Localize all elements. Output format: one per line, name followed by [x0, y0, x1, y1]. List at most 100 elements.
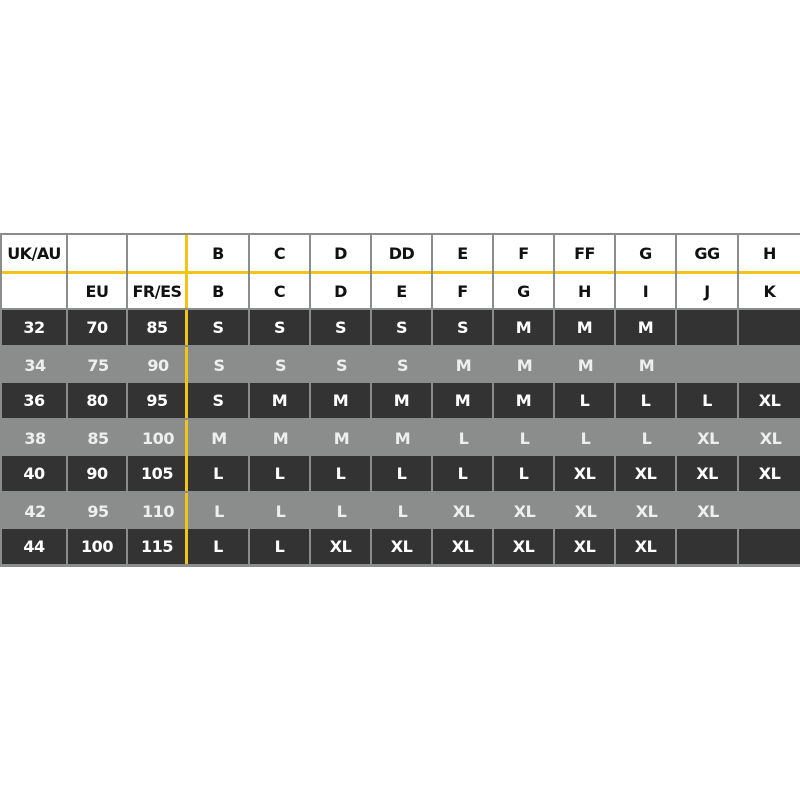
header-cell-eu: EU — [68, 274, 126, 308]
size-cell: L — [555, 383, 614, 418]
size-cell: L — [397, 501, 408, 521]
size-cell: L — [311, 456, 370, 491]
size-cell: M — [455, 355, 472, 375]
size-cell: M — [372, 383, 431, 418]
band-size-cell: 38 — [24, 428, 46, 448]
size-cell: L — [677, 383, 737, 418]
band-size-cell: 85 — [128, 310, 186, 345]
size-cell: XL — [574, 501, 597, 521]
size-cell: S — [311, 310, 370, 345]
header-cell-uk: DD — [372, 235, 431, 274]
size-cell: XL — [739, 456, 800, 491]
band-size-cell: 95 — [128, 383, 186, 418]
size-cell: M — [638, 355, 655, 375]
band-size-cell: 85 — [87, 428, 109, 448]
size-cell: L — [185, 493, 250, 529]
header-cell-uk: UK/AU — [2, 235, 66, 274]
header-cell-uk: E — [433, 235, 492, 274]
size-cell: L — [519, 428, 530, 448]
size-cell: XL — [555, 529, 614, 564]
header-cell-uk: F — [494, 235, 553, 274]
header-cell-eu: I — [616, 274, 675, 308]
header-cell-eu: E — [372, 274, 431, 308]
size-cell: L — [641, 428, 652, 448]
band-size-cell: 100 — [68, 529, 126, 564]
band-size-cell: 90 — [68, 456, 126, 491]
size-cell: L — [494, 456, 553, 491]
size-cell: M — [516, 355, 533, 375]
size-cell: M — [250, 383, 309, 418]
header-cell-uk: H — [739, 235, 800, 274]
size-cell: M — [494, 310, 553, 345]
header-cell-eu: G — [494, 274, 553, 308]
header-cell-eu: F — [433, 274, 492, 308]
size-cell: S — [396, 355, 409, 375]
size-cell: S — [335, 355, 348, 375]
size-cell — [677, 347, 739, 383]
header-cell-uk: FF — [555, 235, 614, 274]
size-cell: L — [250, 529, 309, 564]
size-cell: L — [185, 456, 248, 491]
size-cell — [739, 529, 800, 564]
header-cell-uk: D — [311, 235, 370, 274]
size-cell: L — [372, 456, 431, 491]
header-cell-eu: K — [739, 274, 800, 308]
header-cell-uk — [68, 235, 126, 274]
size-cell: M — [272, 428, 289, 448]
size-cell: M — [185, 420, 250, 456]
band-size-cell: 100 — [142, 428, 174, 448]
size-cell: M — [577, 355, 594, 375]
band-size-cell: 80 — [68, 383, 126, 418]
header-cell-eu: C — [250, 274, 309, 308]
size-cell — [677, 310, 737, 345]
header-cell-eu — [2, 274, 66, 308]
size-cell: XL — [759, 428, 782, 448]
size-cell — [739, 310, 800, 345]
size-cell: S — [185, 310, 248, 345]
size-cell: L — [580, 428, 591, 448]
size-cell: S — [185, 347, 250, 383]
header-cell-uk — [128, 235, 186, 274]
size-cell: S — [433, 310, 492, 345]
size-cell: S — [185, 383, 248, 418]
size-cell: XL — [616, 456, 675, 491]
size-cell — [739, 347, 800, 383]
header-cell-eu: FR/ES — [128, 274, 186, 308]
size-cell: XL — [616, 529, 675, 564]
header-cell-eu: H — [555, 274, 614, 308]
band-size-cell: 105 — [128, 456, 186, 491]
header-cell-uk: GG — [677, 235, 737, 274]
size-cell: L — [616, 383, 675, 418]
size-cell: M — [311, 383, 370, 418]
size-cell — [677, 529, 737, 564]
band-size-cell: 95 — [87, 501, 109, 521]
header-cell-uk: C — [250, 235, 309, 274]
size-cell: XL — [697, 501, 719, 521]
size-cell: XL — [697, 428, 719, 448]
band-size-cell: 40 — [2, 456, 66, 491]
band-size-cell: 115 — [128, 529, 186, 564]
band-size-cell: 42 — [24, 501, 46, 521]
size-cell: XL — [433, 529, 492, 564]
size-cell: M — [433, 383, 492, 418]
size-cell: M — [333, 428, 350, 448]
size-cell: XL — [311, 529, 370, 564]
band-size-cell: 70 — [68, 310, 126, 345]
band-size-cell: 44 — [2, 529, 66, 564]
size-cell: L — [433, 456, 492, 491]
size-cell: XL — [677, 456, 737, 491]
size-chart-table: UK/AU B C D DD E F FF G GG H EU FR/ES B C D E F G H I J K 32 70 8… — [0, 233, 800, 567]
size-cell: XL — [555, 456, 614, 491]
band-size-cell: 75 — [87, 355, 109, 375]
size-cell: S — [274, 355, 287, 375]
size-cell: M — [555, 310, 614, 345]
size-cell: S — [250, 310, 309, 345]
size-cell: M — [494, 383, 553, 418]
size-cell: L — [275, 501, 286, 521]
size-cell: M — [616, 310, 675, 345]
size-cell: L — [336, 501, 347, 521]
size-cell: XL — [494, 529, 553, 564]
band-size-cell: 32 — [2, 310, 66, 345]
size-cell: XL — [739, 383, 800, 418]
size-cell: L — [458, 428, 469, 448]
